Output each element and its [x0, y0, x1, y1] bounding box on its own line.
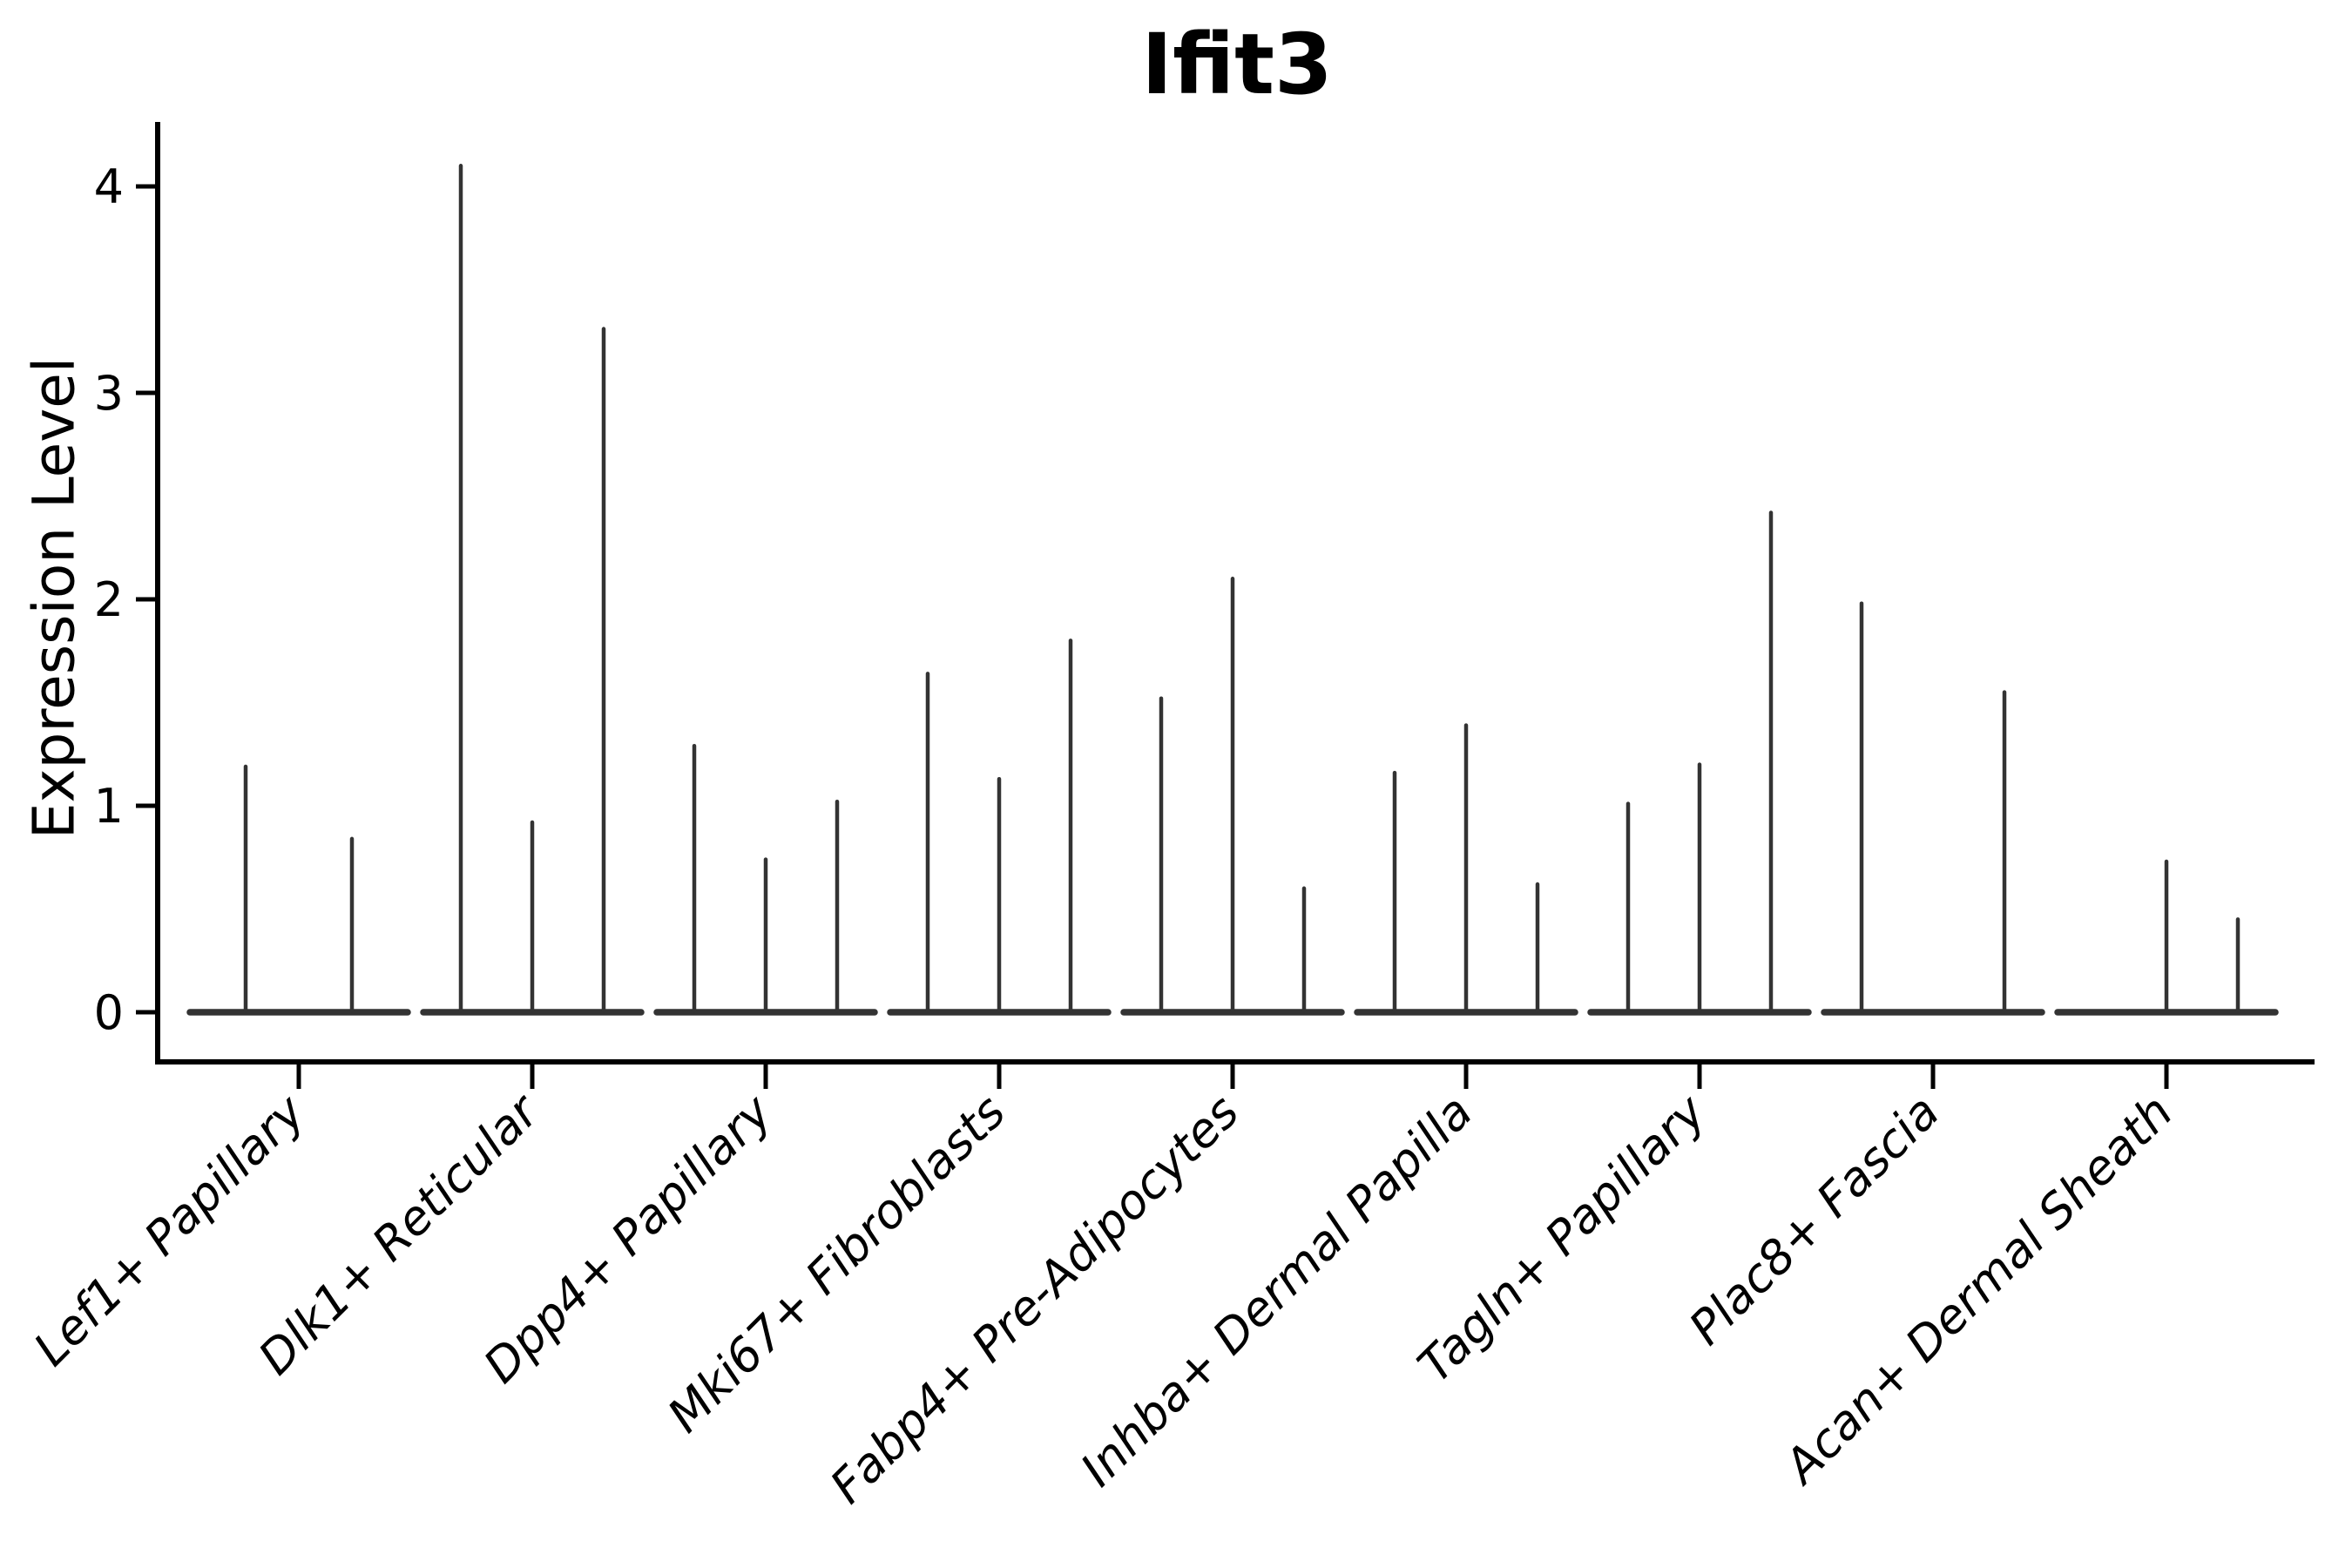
y-axis-label: Expression Level [20, 356, 88, 840]
x-tick-label: Inhba+ Dermal Papilla [1070, 1085, 1483, 1497]
y-tick-label: 2 [94, 572, 124, 627]
x-tick-label: Acan+ Dermal Sheath [1772, 1085, 2183, 1496]
x-tick-label: Plac8+ Fascia [1679, 1085, 1950, 1355]
y-tick-label: 4 [94, 159, 124, 214]
x-tick-label: Fabp4+ Pre-Adipocytes [820, 1085, 1249, 1514]
plot-title: Ifit3 [1141, 16, 1333, 113]
y-tick-label: 1 [94, 779, 124, 834]
y-tick-label: 0 [94, 985, 124, 1040]
y-tick-label: 3 [94, 366, 124, 421]
